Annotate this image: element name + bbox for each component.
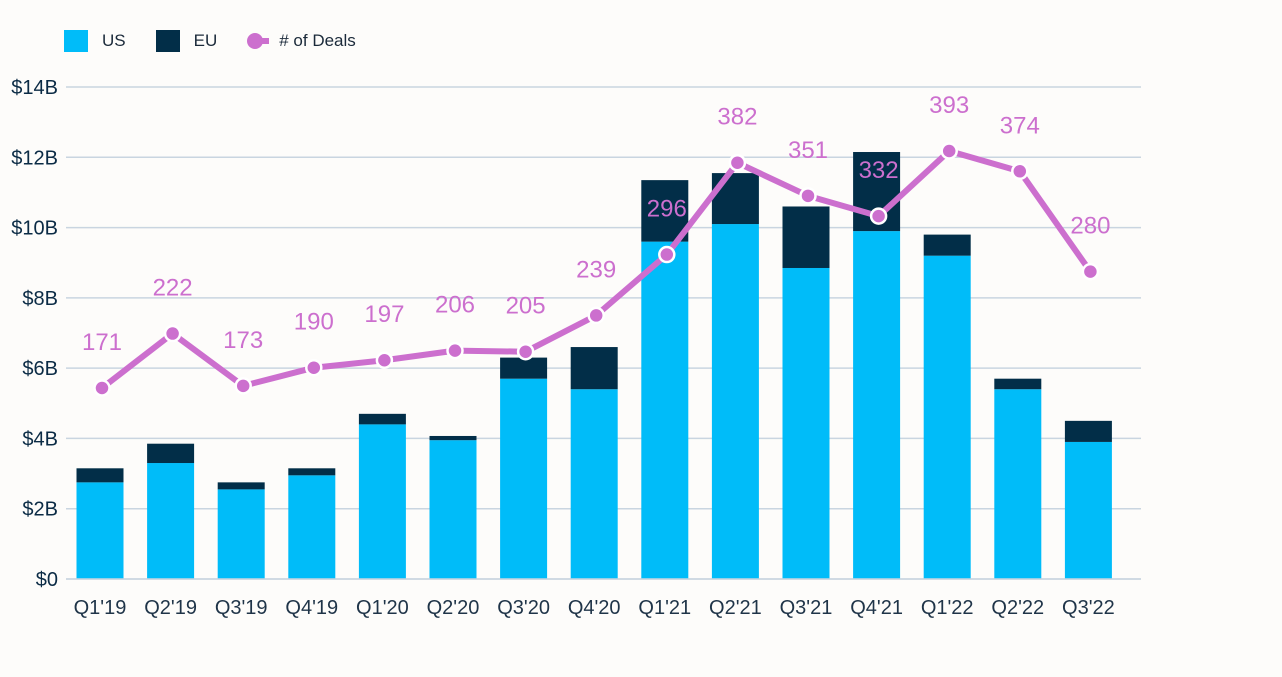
deals-point xyxy=(305,358,323,377)
x-tick-label: Q1'21 xyxy=(638,597,691,619)
deals-series: 171 222 173 190 197 206 205 239 296 382 351 332 393 3… xyxy=(82,92,1110,397)
y-tick-label: $6B xyxy=(22,358,58,380)
deals-point xyxy=(234,377,252,395)
x-tick-label: Q4'19 xyxy=(285,597,338,619)
deals-data-label: 171 xyxy=(82,329,122,356)
x-tick-label: Q3'19 xyxy=(215,597,268,619)
deals-data-label: 206 xyxy=(435,292,475,319)
x-tick-label: Q3'20 xyxy=(497,597,550,619)
bar-eu xyxy=(500,357,548,379)
deals-point xyxy=(163,324,182,343)
bar-us xyxy=(76,482,124,579)
bar-us xyxy=(570,389,618,579)
y-tick-label: $4B xyxy=(22,428,58,450)
bar-us xyxy=(1064,441,1112,579)
legend-swatch-us xyxy=(64,30,88,52)
deals-point xyxy=(940,142,958,160)
x-tick-label: Q2'22 xyxy=(991,597,1044,619)
bar-us xyxy=(358,424,406,579)
deals-point xyxy=(728,153,747,172)
bar-eu xyxy=(288,468,336,476)
y-tick-label: $10B xyxy=(11,218,58,240)
x-tick-label: Q3'21 xyxy=(780,597,833,619)
x-axis: Q1'19 Q2'19 Q3'19 Q4'19 Q1'20 Q2'20 Q3'20 Q4'20… xyxy=(74,597,1115,619)
deals-data-label: 374 xyxy=(1000,112,1040,139)
deals-data-label: 197 xyxy=(364,301,404,328)
legend-swatch-eu xyxy=(155,30,180,52)
deals-point xyxy=(869,207,888,225)
x-tick-label: Q3'22 xyxy=(1062,597,1115,619)
x-tick-label: Q2'20 xyxy=(427,597,480,619)
bar-us xyxy=(500,378,548,579)
bar-us xyxy=(711,224,759,580)
legend: US EU # of Deals xyxy=(64,28,386,54)
deals-data-label: 351 xyxy=(788,137,828,164)
deals-data-label: 393 xyxy=(929,92,969,119)
deals-data-label: 190 xyxy=(294,309,334,336)
bar-eu xyxy=(1064,420,1112,442)
y-tick-label: $2B xyxy=(22,499,58,521)
bar-eu xyxy=(217,482,265,490)
x-tick-label: Q2'19 xyxy=(144,597,197,619)
x-tick-label: Q4'21 xyxy=(850,597,903,619)
bar-us xyxy=(288,475,336,579)
bar-eu xyxy=(358,413,406,425)
bar-eu xyxy=(147,443,195,464)
bar-eu xyxy=(570,347,618,390)
bar-eu xyxy=(641,180,689,242)
deals-point xyxy=(799,187,817,205)
bar-us xyxy=(429,440,477,579)
y-axis: $0 $2B $4B $6B $8B $10B $12B $14B xyxy=(11,77,58,591)
legend-item-us: US xyxy=(64,30,126,52)
x-tick-label: Q4'20 xyxy=(568,597,621,619)
x-tick-label: Q1'19 xyxy=(74,597,127,619)
deals-point xyxy=(658,245,676,264)
deals-data-label: 332 xyxy=(859,157,899,184)
bar-eu xyxy=(711,173,759,225)
deals-data-label: 382 xyxy=(717,104,757,131)
x-tick-label: Q1'20 xyxy=(356,597,409,619)
deals-point xyxy=(587,306,605,325)
legend-label-deals: # of Deals xyxy=(279,31,356,50)
legend-item-deals: # of Deals xyxy=(247,30,356,52)
deals-data-label: 280 xyxy=(1070,213,1110,240)
bar-us xyxy=(147,463,195,579)
deals-point xyxy=(446,341,464,360)
legend-label-eu: EU xyxy=(193,31,218,50)
deals-point xyxy=(93,379,111,397)
deals-data-label: 239 xyxy=(576,256,616,283)
deals-point xyxy=(516,342,535,361)
legend-label-us: US xyxy=(102,31,126,50)
bar-eu xyxy=(782,206,830,268)
bar-us xyxy=(641,241,689,579)
y-tick-label: $0 xyxy=(36,569,58,591)
bar-us xyxy=(994,389,1042,579)
bar-eu xyxy=(923,234,971,256)
deals-data-label: 173 xyxy=(223,327,263,354)
bars xyxy=(76,152,1112,580)
y-tick-label: $14B xyxy=(11,77,58,99)
bar-us xyxy=(217,489,265,579)
deals-data-label: 205 xyxy=(506,293,546,320)
bar-us xyxy=(923,255,971,579)
deals-point xyxy=(375,351,394,369)
bar-eu xyxy=(76,468,124,483)
deals-point xyxy=(1081,262,1100,281)
legend-swatch-deals-icon xyxy=(247,30,270,52)
y-tick-label: $12B xyxy=(11,147,58,169)
legend-item-eu: EU xyxy=(155,30,218,52)
bar-eu xyxy=(429,435,477,441)
bar-us xyxy=(782,267,830,579)
bar-eu xyxy=(994,378,1042,390)
bar-us xyxy=(853,231,901,580)
x-tick-label: Q1'22 xyxy=(921,597,974,619)
x-tick-label: Q2'21 xyxy=(709,597,762,619)
deals-data-label: 222 xyxy=(153,275,193,302)
deals-data-label: 296 xyxy=(647,196,687,223)
deals-point xyxy=(1011,162,1029,181)
y-tick-label: $8B xyxy=(22,288,58,310)
